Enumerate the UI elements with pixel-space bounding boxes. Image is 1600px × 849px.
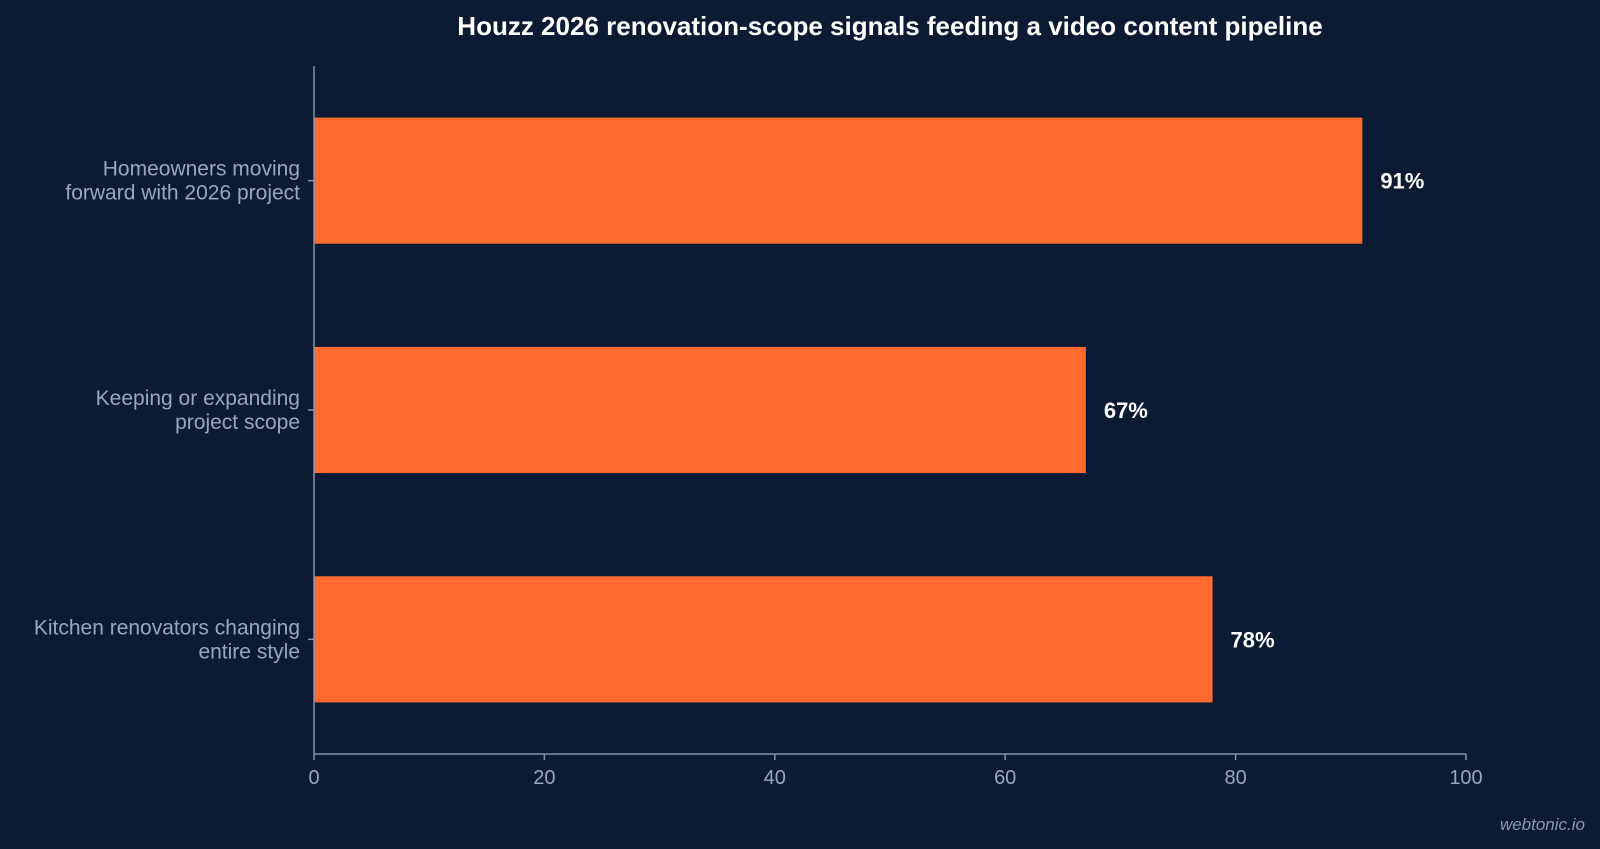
x-tick-label-5: 100 — [1449, 767, 1482, 789]
value-label-1: 67% — [1104, 398, 1148, 423]
x-tick-label-4: 80 — [1224, 767, 1246, 789]
category-label-1-line-1: project scope — [175, 411, 300, 434]
category-label-2-line-0: Kitchen renovators changing — [34, 616, 300, 639]
watermark: webtonic.io — [1500, 815, 1585, 834]
x-tick-label-3: 60 — [994, 767, 1016, 789]
bars-layer: 91% 67% 78% — [314, 117, 1424, 703]
value-label-0: 91% — [1380, 169, 1424, 194]
bar-0 — [314, 117, 1363, 244]
bar-2 — [314, 576, 1213, 703]
category-label-0-line-1: forward with 2026 project — [65, 182, 300, 205]
bar-1 — [314, 346, 1086, 474]
x-tick-label-1: 20 — [533, 767, 555, 789]
x-tick-label-0: 0 — [308, 767, 319, 789]
chart-title: Houzz 2026 renovation-scope signals feed… — [457, 11, 1322, 41]
category-label-1-line-0: Keeping or expanding — [96, 387, 300, 410]
category-label-2-line-1: entire style — [198, 640, 300, 663]
x-tick-label-2: 40 — [764, 767, 786, 789]
category-label-0-line-0: Homeowners moving — [103, 158, 300, 181]
value-label-2: 78% — [1231, 627, 1275, 652]
